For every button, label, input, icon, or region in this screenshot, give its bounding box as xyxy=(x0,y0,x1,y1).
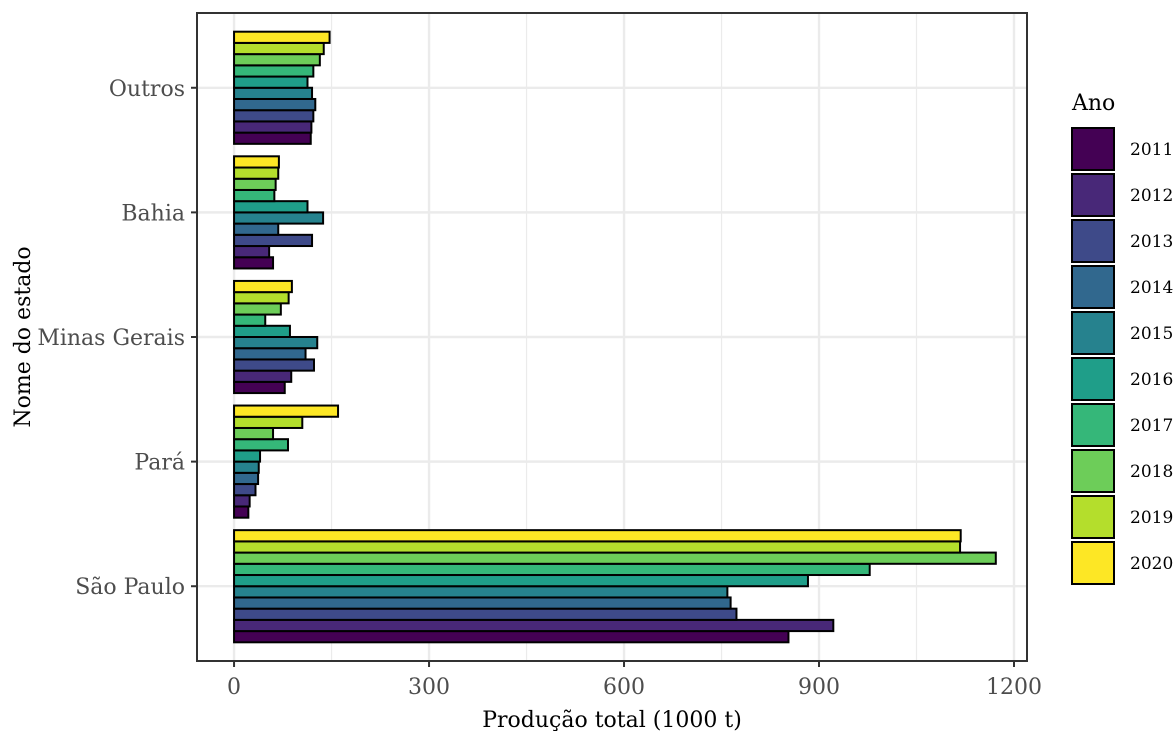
bar xyxy=(233,607,738,621)
bar xyxy=(233,347,307,361)
x-tick-label: 300 xyxy=(408,675,450,700)
bar xyxy=(233,618,835,633)
legend-swatch xyxy=(1071,495,1115,539)
bar xyxy=(233,279,293,294)
bar xyxy=(233,200,309,214)
bar xyxy=(233,177,277,191)
y-axis: São Paulo Pará Minas Gerais Bahia Outros xyxy=(37,77,197,600)
bars xyxy=(233,30,997,644)
legend-label: 2017 xyxy=(1130,416,1173,436)
legend-swatch xyxy=(1071,173,1115,217)
x-tick-label: 600 xyxy=(603,675,645,700)
bar xyxy=(233,540,962,554)
legend-label: 2015 xyxy=(1130,324,1173,344)
bar xyxy=(233,86,314,100)
legend-label: 2013 xyxy=(1130,232,1173,252)
bar xyxy=(233,562,871,577)
bar xyxy=(233,155,280,169)
bar xyxy=(233,415,304,429)
legend-label: 2020 xyxy=(1130,554,1173,574)
legend-swatch xyxy=(1071,127,1115,171)
bar xyxy=(233,574,809,588)
legend-label: 2018 xyxy=(1130,462,1173,482)
bar xyxy=(233,483,257,497)
bar xyxy=(233,291,290,305)
bar xyxy=(233,222,280,236)
legend-swatch xyxy=(1071,541,1115,585)
bar xyxy=(233,471,260,486)
bar xyxy=(233,41,325,56)
bar xyxy=(233,630,790,644)
x-tick-label: 900 xyxy=(798,675,840,700)
bar xyxy=(233,256,275,270)
x-tick-label: 0 xyxy=(227,675,241,700)
bar xyxy=(233,529,962,543)
bar xyxy=(233,324,291,338)
y-axis-title: Nome do estado xyxy=(11,246,36,427)
legend: 2011 2012 2013 2014 2015 2016 2017 2018 2019 2020 xyxy=(1071,127,1173,585)
legend-swatch xyxy=(1071,219,1115,263)
bar xyxy=(233,211,325,225)
x-axis: 0 300 600 900 1200 xyxy=(227,661,1042,700)
bar xyxy=(233,97,317,112)
y-tick-label: Pará xyxy=(134,451,185,476)
legend-swatch xyxy=(1071,265,1115,309)
bar xyxy=(233,438,289,452)
bar xyxy=(233,369,293,383)
bar xyxy=(233,494,251,508)
bar xyxy=(233,166,280,180)
bar xyxy=(233,53,321,67)
y-tick-label: Outros xyxy=(109,77,185,102)
legend-label: 2014 xyxy=(1130,278,1173,298)
bar xyxy=(233,233,314,248)
legend-label: 2011 xyxy=(1130,140,1173,160)
bar xyxy=(233,302,282,316)
y-tick-label: Bahia xyxy=(121,201,185,226)
x-axis-title: Produção total (1000 t) xyxy=(482,708,742,731)
bar xyxy=(233,551,997,565)
legend-swatch xyxy=(1071,311,1115,355)
legend-label: 2016 xyxy=(1130,370,1173,390)
bar xyxy=(233,336,319,350)
bar xyxy=(233,120,313,134)
bar xyxy=(233,449,262,463)
bar xyxy=(233,64,315,78)
bar xyxy=(233,245,271,259)
legend-label: 2012 xyxy=(1130,186,1173,206)
legend-swatch xyxy=(1071,357,1115,401)
bar xyxy=(233,596,732,610)
bar xyxy=(233,426,275,441)
bar xyxy=(233,585,729,599)
bar xyxy=(233,188,276,203)
bar xyxy=(233,460,260,474)
legend-label: 2019 xyxy=(1130,508,1173,528)
y-tick-label: Minas Gerais xyxy=(37,326,185,351)
bar xyxy=(233,109,315,123)
bar xyxy=(233,358,315,372)
bar xyxy=(233,313,267,327)
x-tick-label: 1200 xyxy=(986,675,1042,700)
bar xyxy=(233,505,250,519)
bar xyxy=(233,404,340,418)
legend-swatch xyxy=(1071,449,1115,493)
bar xyxy=(233,75,309,89)
bar xyxy=(233,131,312,145)
y-tick-label: São Paulo xyxy=(75,575,185,600)
legend-title: Ano xyxy=(1071,91,1115,116)
bar xyxy=(233,380,286,395)
bar xyxy=(233,30,331,44)
legend-swatch xyxy=(1071,403,1115,447)
